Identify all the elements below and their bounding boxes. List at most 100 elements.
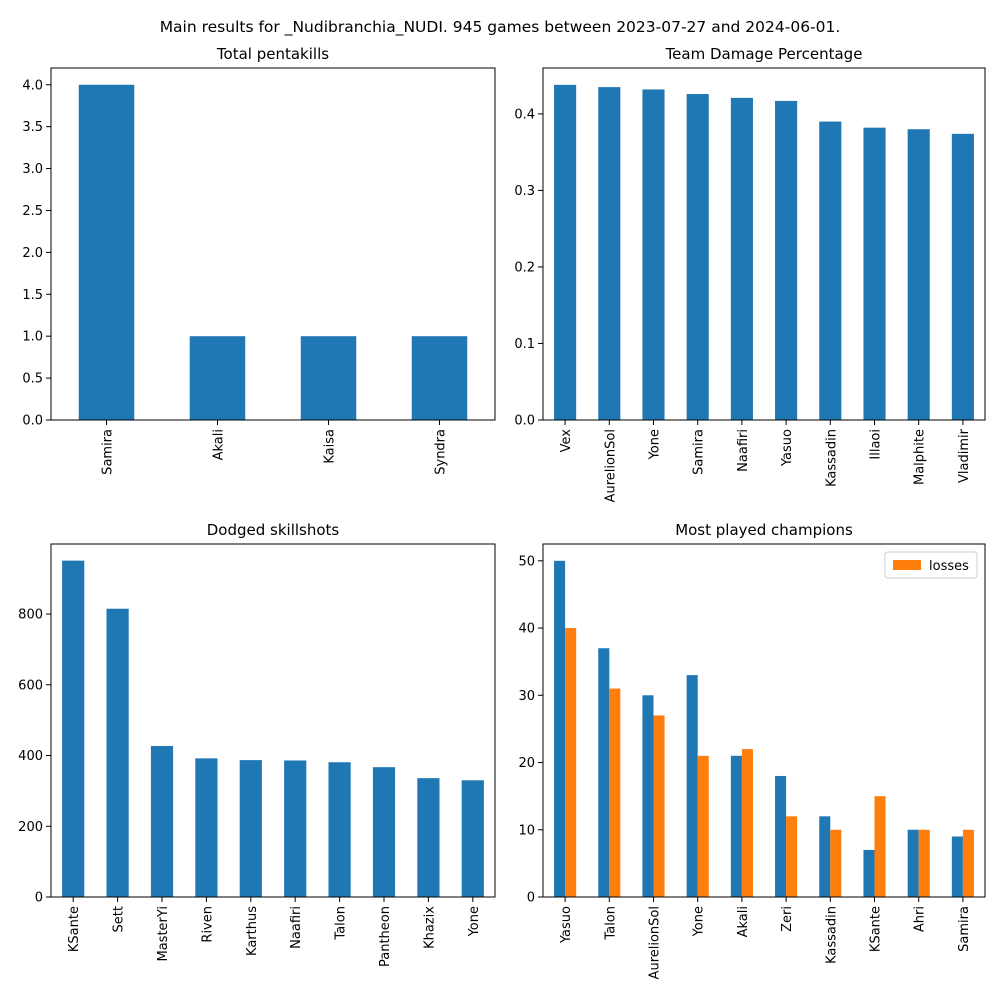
axes-frame [50, 67, 496, 421]
bar-akali-series-2 [741, 749, 753, 897]
x-tick-label: Riven [200, 906, 215, 943]
bar-naafiri [730, 97, 753, 420]
chart-3: Dodged skillshots 0 200 400 600 800 KSante Sett… [18, 521, 496, 967]
y-tick-label: 0.2 [514, 260, 535, 275]
legend-swatch [893, 560, 921, 570]
y-tick-label: 0.3 [514, 184, 535, 199]
y-tick-label: 0.5 [22, 372, 43, 387]
bar-yone [642, 89, 665, 420]
bar-zeri-series-1 [775, 775, 787, 897]
bar-aurelionsol [598, 87, 621, 420]
bar-khazix [417, 778, 440, 897]
x-tick-label: AurelionSol [648, 906, 663, 979]
x-tick-label: Kaisa [323, 429, 338, 464]
x-tick-label: KSante [869, 906, 884, 952]
bar-zeri-series-2 [786, 816, 798, 897]
y-tick-label: 3.0 [22, 162, 43, 177]
bar-syndra [411, 336, 468, 420]
bar-malphite [907, 129, 930, 420]
bar-samira [78, 84, 135, 420]
y-tick-label: 600 [18, 678, 43, 693]
y-tick-label: 1.0 [22, 330, 43, 345]
x-tick-label: MasterYi [156, 906, 171, 962]
x-tick-label: Samira [692, 429, 707, 475]
bar-kassadin [819, 121, 842, 420]
bar-masteryi [150, 745, 174, 897]
bar-kaisa [300, 336, 357, 420]
chart-title: Dodged skillshots [207, 521, 340, 539]
chart-title: Team Damage Percentage [665, 45, 863, 63]
bar-samira [686, 94, 709, 420]
bar-yone-series-2 [697, 755, 709, 897]
x-tick-label: Illaoi [869, 429, 884, 460]
y-tick-label: 10 [518, 823, 535, 838]
bar-vladimir [951, 133, 974, 420]
x-tick-label: Pantheon [378, 906, 393, 967]
y-tick-label: 4.0 [22, 78, 43, 93]
bar-talon-series-2 [609, 688, 621, 897]
y-tick-label: 3.5 [22, 120, 43, 135]
bar-ksante-series-1 [863, 849, 875, 897]
y-tick-label: 0.4 [514, 107, 535, 122]
y-tick-label: 1.5 [22, 288, 43, 303]
bar-ahri-series-2 [918, 829, 930, 897]
legend: losses [884, 551, 978, 579]
bar-samira-series-2 [962, 829, 974, 897]
x-tick-label: Karthus [245, 906, 260, 956]
x-tick-label: Vex [559, 429, 574, 453]
x-tick-label: Khazix [422, 906, 437, 949]
x-tick-label: Naafiri [736, 429, 751, 472]
bar-yasuo-series-1 [554, 560, 566, 897]
x-tick-label: Akali [212, 429, 227, 460]
x-tick-label: KSante [67, 906, 82, 952]
x-tick-label: Yone [467, 906, 482, 937]
y-tick-label: 0.0 [22, 414, 43, 429]
bar-riven [195, 758, 218, 897]
y-tick-label: 0 [527, 891, 535, 906]
legend-label: losses [929, 559, 969, 574]
bar-samira-series-1 [951, 836, 963, 897]
y-tick-label: 0 [35, 891, 43, 906]
x-tick-label: Naafiri [289, 906, 304, 949]
x-tick-label: Yone [648, 429, 663, 460]
bar-naafiri [284, 760, 307, 897]
x-tick-label: Yasuo [780, 429, 795, 467]
y-tick-label: 2.0 [22, 246, 43, 261]
y-tick-label: 50 [518, 554, 535, 569]
x-tick-label: Yone [692, 906, 707, 937]
y-tick-label: 20 [518, 756, 535, 771]
axes-frame [50, 543, 496, 898]
bar-illaoi [863, 127, 886, 421]
x-tick-label: Talon [334, 906, 349, 941]
x-tick-label: Talon [603, 906, 618, 941]
bar-akali-series-1 [730, 755, 742, 897]
axes-frame [542, 543, 986, 898]
chart-1: Total pentakills 0.0 0.5 1.0 1.5 2.0 2.5 3.0 3.5… [22, 45, 496, 475]
x-tick-label: Syndra [434, 429, 449, 475]
x-tick-label: Samira [101, 429, 116, 475]
x-tick-label: Kassadin [824, 906, 839, 964]
bar-yone [461, 780, 484, 897]
bar-talon [328, 762, 351, 897]
y-tick-label: 2.5 [22, 204, 43, 219]
bar-karthus [239, 760, 262, 897]
x-tick-label: Sett [112, 906, 127, 932]
bar-aurelionsol-series-1 [642, 695, 654, 897]
x-tick-label: AurelionSol [603, 429, 618, 502]
bar-akali [189, 336, 246, 420]
y-tick-label: 40 [518, 622, 535, 637]
x-tick-label: Akali [736, 906, 751, 937]
bar-yasuo-series-2 [565, 628, 577, 897]
bar-vex [554, 84, 577, 421]
bar-ksante [62, 560, 85, 897]
x-tick-label: Samira [957, 906, 972, 952]
y-tick-label: 800 [18, 608, 43, 623]
bar-sett [106, 608, 129, 897]
figure-title: Main results for _Nudibranchia_NUDI. 945… [160, 18, 841, 37]
y-tick-label: 0.1 [514, 337, 535, 352]
legend-frame [884, 551, 978, 579]
bar-yone-series-1 [686, 675, 698, 897]
x-tick-label: Ahri [913, 906, 928, 932]
bar-pantheon [372, 767, 396, 897]
